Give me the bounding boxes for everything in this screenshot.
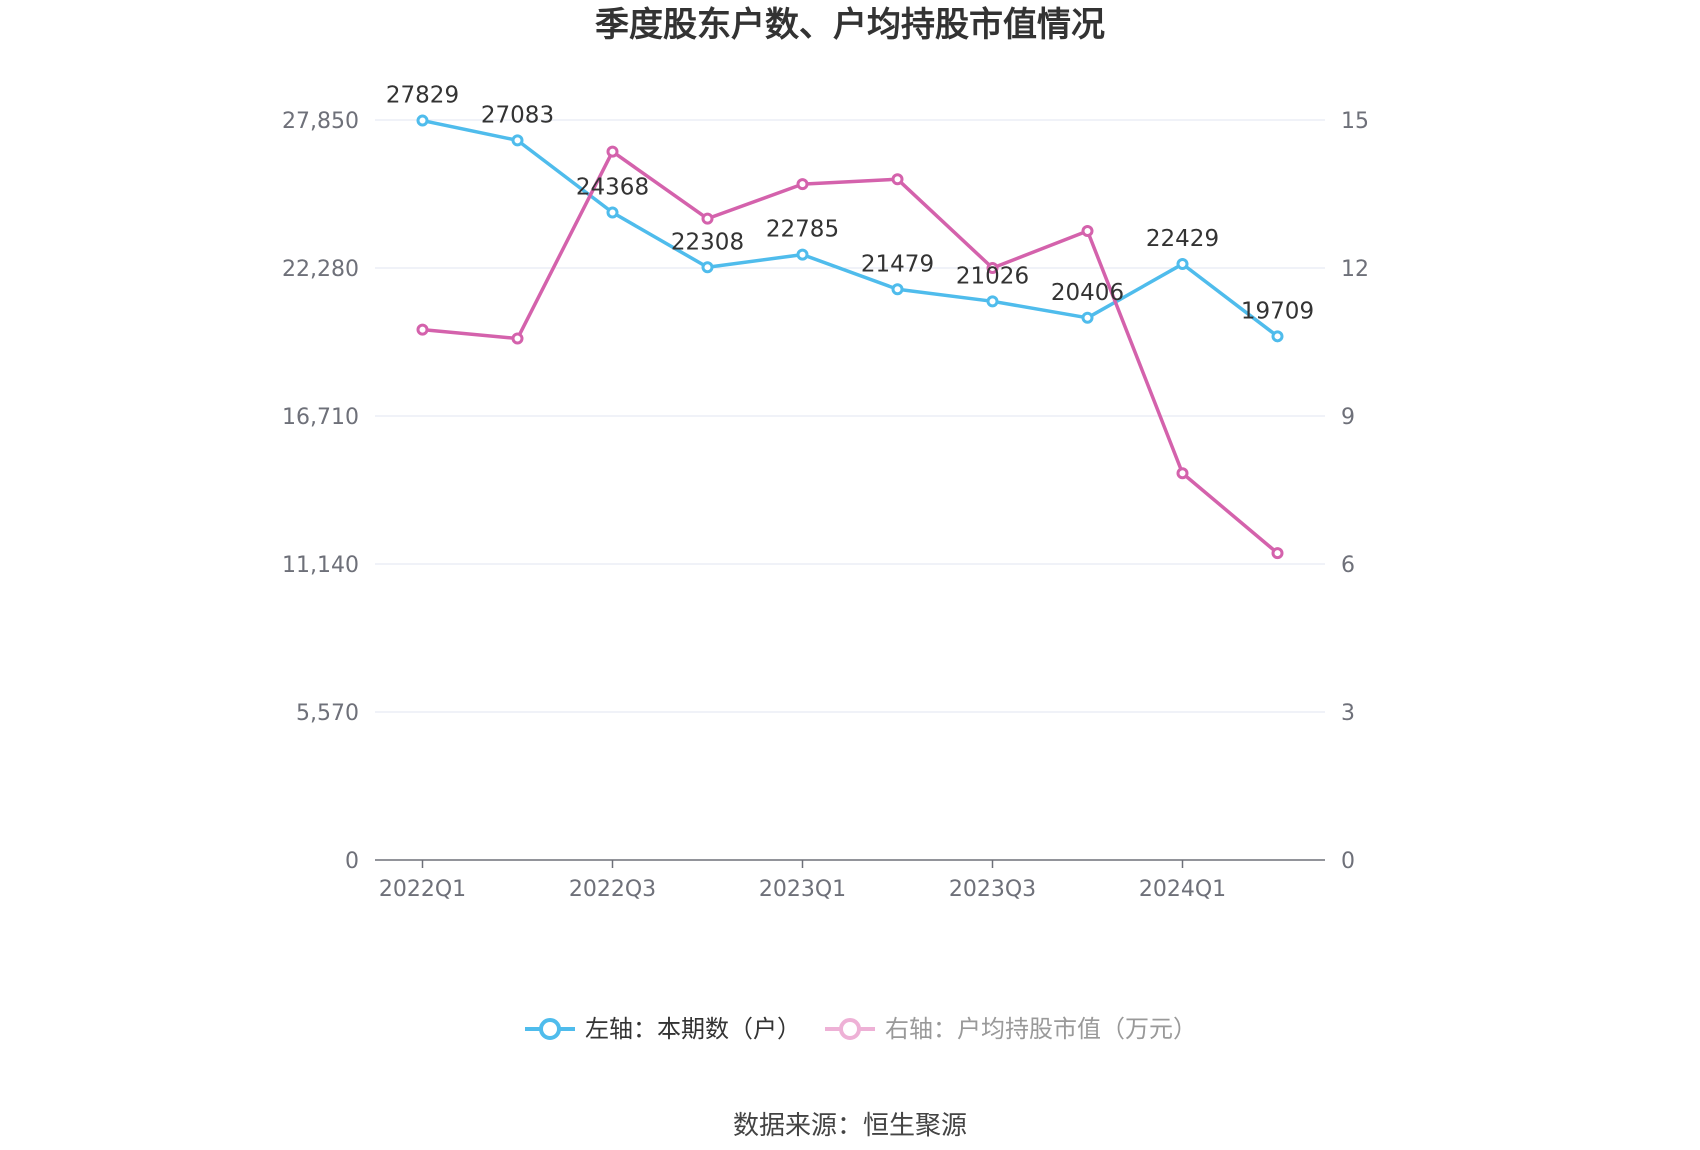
data-point (1081, 311, 1094, 324)
x-tick-label: 2023Q1 (759, 877, 846, 902)
data-point (796, 178, 809, 191)
data-label: 21479 (861, 251, 934, 277)
series-line-shareholders (422, 118, 1279, 338)
data-label: 22308 (671, 229, 744, 255)
data-point (1271, 547, 1284, 560)
legend-label: 左轴：本期数（户） (585, 1015, 801, 1043)
chart-title: 季度股东户数、户均持股市值情况 (595, 5, 1105, 45)
data-label: 19709 (1241, 298, 1314, 324)
data-label: 21026 (956, 263, 1029, 289)
data-source-note: 数据来源：恒生聚源 (733, 1111, 967, 1141)
x-tick-label: 2022Q3 (569, 877, 656, 902)
data-point (511, 332, 524, 345)
y-right-tick-label: 9 (1341, 405, 1355, 430)
data-label: 22429 (1146, 226, 1219, 252)
data-point (1081, 225, 1094, 237)
x-tick-label: 2023Q3 (949, 877, 1036, 902)
data-label: 27829 (386, 83, 459, 109)
data-label: 27083 (481, 102, 554, 128)
data-point (701, 261, 714, 274)
axes: 0 5,570 11,140 16,710 22,280 27,850 0 3 6 9 12 15 20… (282, 109, 1369, 902)
data-label: 24368 (576, 175, 649, 201)
y-left-tick-label: 16,710 (282, 405, 359, 430)
data-point (1271, 330, 1284, 343)
data-point (986, 262, 999, 274)
legend-marker-icon (539, 1018, 561, 1040)
data-point (416, 323, 429, 336)
grid-lines (375, 119, 1325, 713)
data-label: 20406 (1051, 280, 1124, 306)
data-point (1176, 467, 1189, 480)
y-right-tick-label: 12 (1341, 257, 1369, 282)
data-point (891, 173, 904, 186)
x-tick-label: 2022Q1 (379, 877, 466, 902)
y-left-tick-label: 0 (345, 849, 359, 874)
data-point (986, 295, 999, 308)
data-point (606, 145, 619, 158)
data-point (606, 206, 619, 219)
data-label: 22785 (766, 217, 839, 243)
y-right-tick-label: 6 (1341, 553, 1355, 578)
legend-item[interactable]: 左轴：本期数（户） (525, 1015, 801, 1043)
y-right-tick-label: 3 (1341, 701, 1355, 726)
x-tick-label: 2024Q1 (1139, 877, 1226, 902)
legend[interactable]: 左轴：本期数（户） 右轴：户均持股市值（万元） (525, 1015, 1197, 1043)
y-right-tick-label: 0 (1341, 849, 1355, 874)
y-left-tick-label: 5,570 (296, 701, 359, 726)
legend-marker-icon (839, 1018, 861, 1040)
data-point (701, 212, 714, 225)
data-point (416, 114, 429, 127)
legend-item[interactable]: 右轴：户均持股市值（万元） (825, 1015, 1197, 1043)
y-left-tick-label: 11,140 (282, 553, 359, 578)
series-line-market-value (422, 149, 1279, 555)
data-point (891, 283, 904, 296)
data-point (1176, 258, 1189, 271)
data-labels: 27829 27083 24368 22308 22785 21479 21026 20406… (386, 83, 1314, 325)
legend-label: 右轴：户均持股市值（万元） (885, 1015, 1197, 1043)
data-point (796, 248, 809, 261)
y-right-tick-label: 15 (1341, 109, 1369, 134)
series-lines (416, 114, 1284, 560)
y-left-tick-label: 27,850 (282, 109, 359, 134)
y-left-tick-label: 22,280 (282, 257, 359, 282)
data-point (511, 134, 524, 147)
